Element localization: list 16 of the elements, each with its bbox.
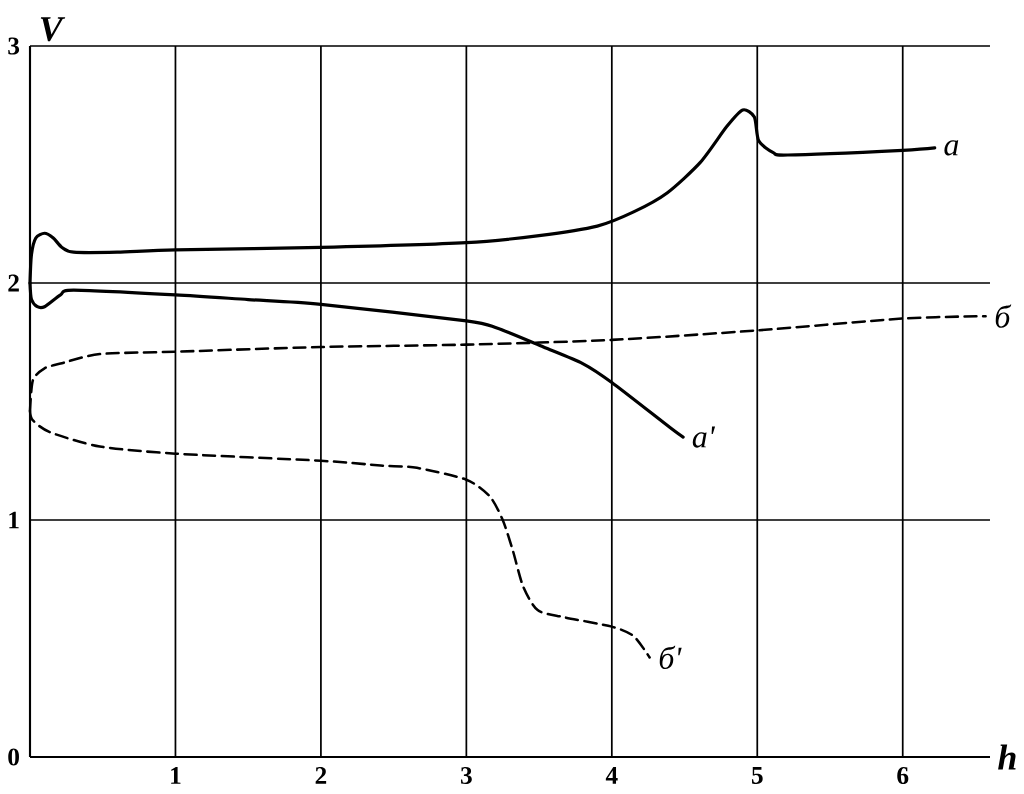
x-axis-title: h [998,744,1016,770]
series-label: б [995,304,1012,328]
x-tick-label: 1 [171,767,181,784]
y-tick-label: 2 [8,274,19,292]
y-axis-title: V [40,17,66,42]
x-tick-label: 6 [897,767,909,785]
x-tick-label: 5 [751,767,763,784]
series-label: а' [692,426,716,448]
y-tick-label: 0 [8,748,19,766]
x-tick-label: 4 [605,767,618,784]
x-tick-label: 2 [315,767,327,784]
y-tick-label: 3 [8,37,20,55]
series-label: а [944,140,959,156]
x-tick-label: 3 [460,767,472,785]
y-tick-label: 1 [9,511,19,529]
series-label: б' [659,645,682,670]
